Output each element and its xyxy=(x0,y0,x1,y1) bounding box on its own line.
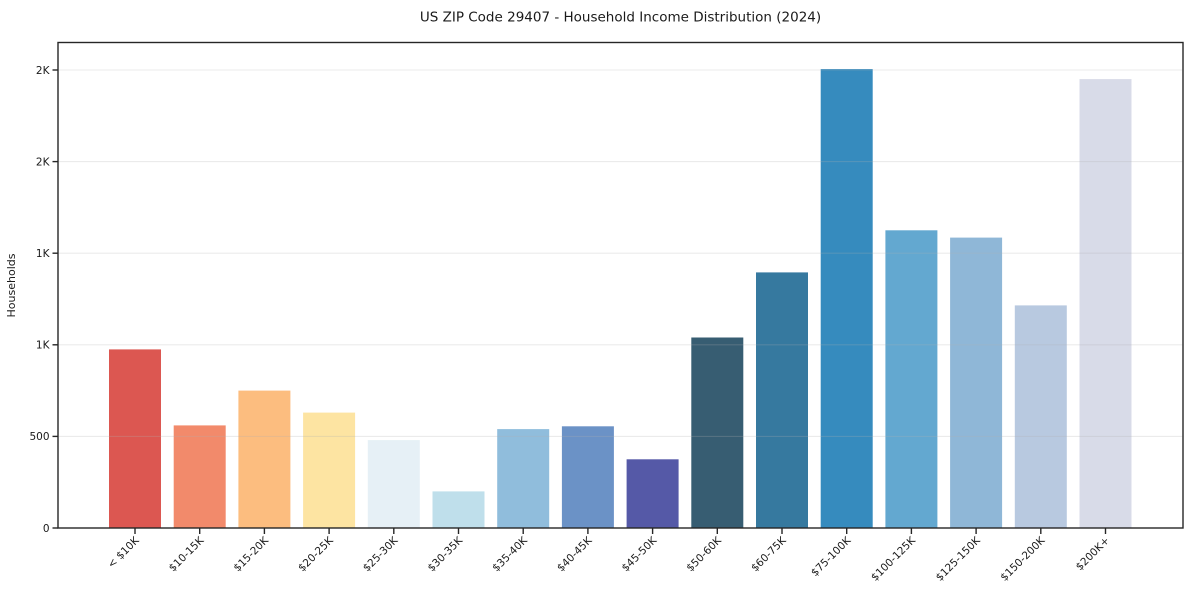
bar-$15-20K xyxy=(238,390,291,528)
gridlines-layer xyxy=(58,69,1183,437)
bar-$10-15K xyxy=(173,425,226,528)
plot-frame xyxy=(57,41,1184,529)
bar-$45-50K xyxy=(626,459,679,528)
bar-$150-200K xyxy=(1014,305,1067,528)
y-tick-label: 1K xyxy=(36,248,51,260)
y-tick-label: 500 xyxy=(29,431,49,443)
axis-ticks-layer xyxy=(52,69,1107,534)
bar-$40-45K xyxy=(561,426,614,528)
y-tick-label: 2K xyxy=(36,65,51,77)
y-tick-label: 1K xyxy=(36,340,51,352)
bar-$30-35K xyxy=(432,491,485,528)
y-tick-label: 0 xyxy=(43,523,50,535)
bar-$125-150K xyxy=(950,237,1003,528)
bar-$60-75K xyxy=(756,272,808,528)
bars-layer xyxy=(109,69,1132,529)
y-tick-labels: 0 500 1K 1K 2K 2K xyxy=(29,65,50,535)
bar-$25-30K xyxy=(367,440,420,528)
y-tick-label: 2K xyxy=(36,156,51,168)
bar-$100-125K xyxy=(885,230,938,529)
y-axis-label: Households xyxy=(5,253,18,317)
bar-$50-60K xyxy=(691,337,744,528)
bar-< $10K xyxy=(109,349,161,528)
chart-title: US ZIP Code 29407 - Household Income Dis… xyxy=(420,10,821,26)
bar-$20-25K xyxy=(303,412,356,528)
bar-$200K+ xyxy=(1079,79,1132,528)
bar-$35-40K xyxy=(497,429,550,528)
bar-$75-100K xyxy=(820,69,873,528)
